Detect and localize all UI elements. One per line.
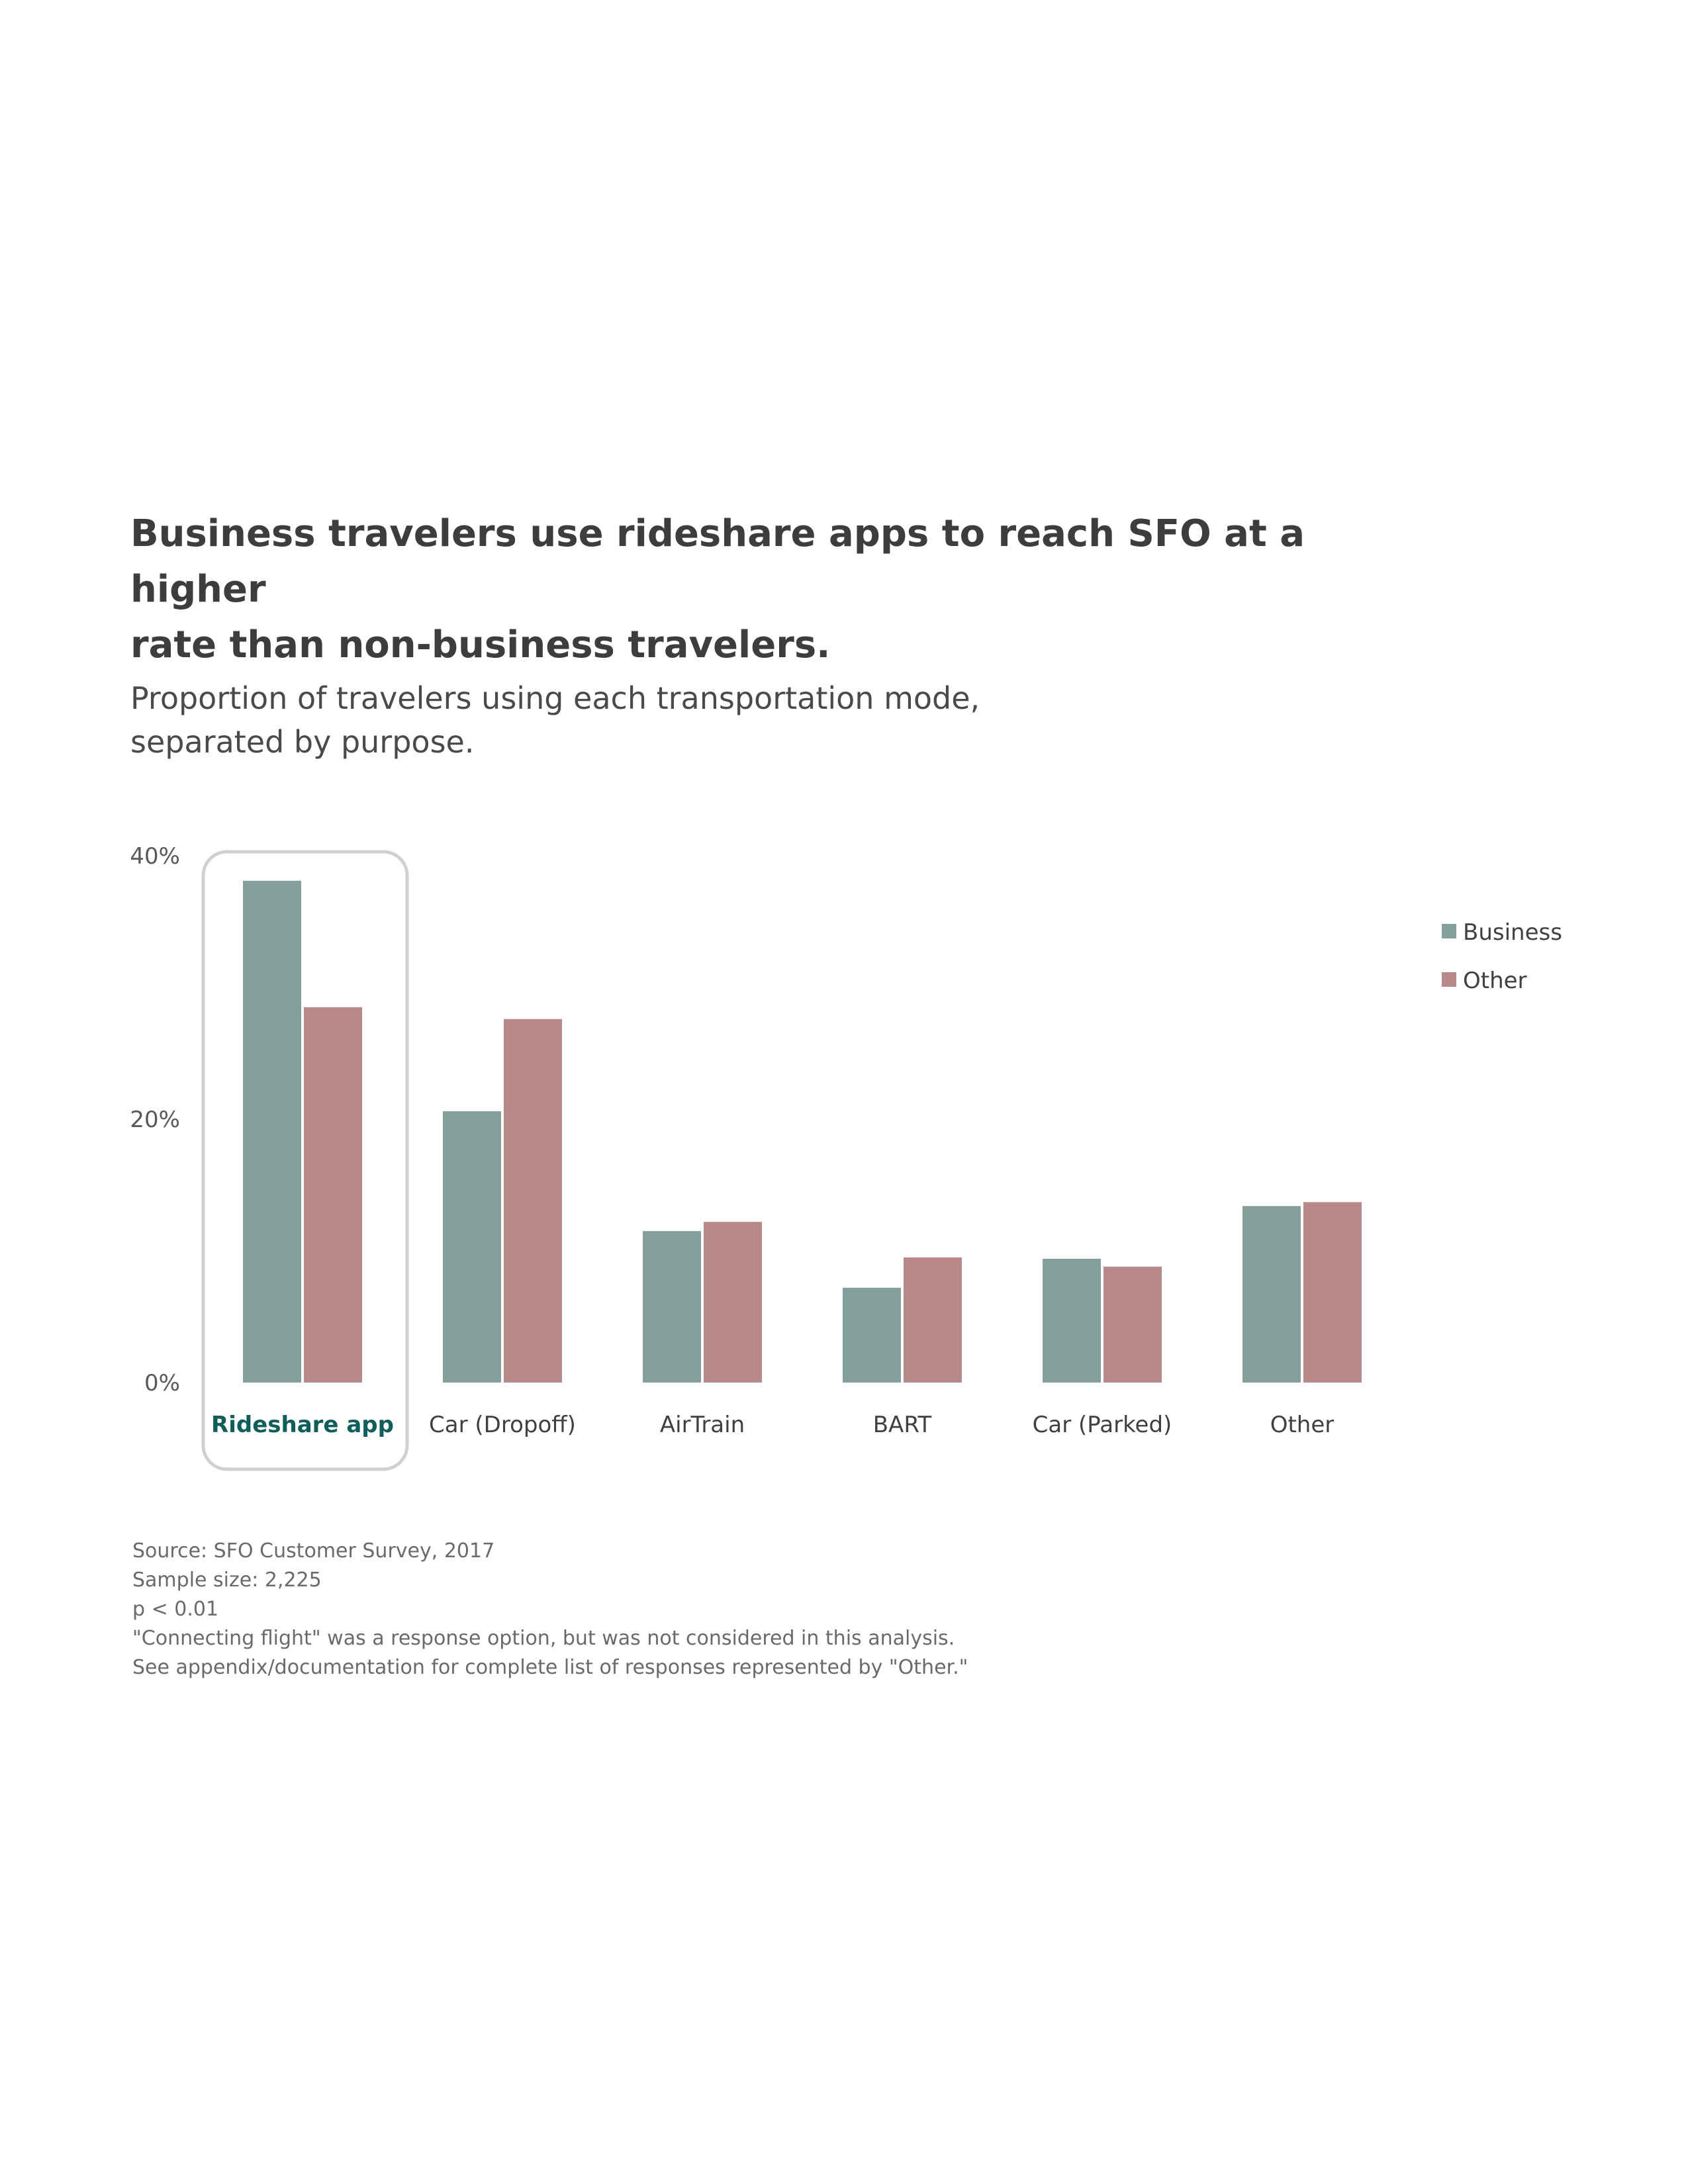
- legend-swatch: [1442, 924, 1456, 938]
- legend-label: Other: [1463, 968, 1527, 994]
- bar-other: [904, 1257, 962, 1383]
- note-sample-size: Sample size: 2,225: [132, 1569, 322, 1592]
- bar-business: [843, 1287, 901, 1383]
- chart-notes: Source: SFO Customer Survey, 2017 Sample…: [132, 1537, 1324, 1682]
- note-p-value: p < 0.01: [132, 1598, 219, 1621]
- chart-title-line-1: Business travelers use rideshare apps to…: [130, 512, 1305, 611]
- bar-other: [504, 1019, 562, 1383]
- note-appendix: See appendix/documentation for complete …: [132, 1656, 968, 1679]
- chart-subtitle-line-2: separated by purpose.: [130, 724, 475, 760]
- bar-other: [704, 1222, 762, 1383]
- y-tick-label: 0%: [144, 1370, 180, 1396]
- note-connecting-flight: "Connecting flight" was a response optio…: [132, 1627, 955, 1650]
- bar-other: [1303, 1202, 1362, 1383]
- note-source: Source: SFO Customer Survey, 2017: [132, 1539, 495, 1563]
- legend-swatch: [1442, 972, 1456, 987]
- highlight-box: [201, 850, 409, 1471]
- x-tick-label: Car (Dropoff): [429, 1412, 576, 1438]
- chart-title: Business travelers use rideshare apps to…: [130, 506, 1322, 673]
- x-tick-label: Car (Parked): [1033, 1412, 1172, 1438]
- x-tick-label: AirTrain: [660, 1412, 745, 1438]
- y-tick-label: 40%: [130, 843, 180, 870]
- bar-business: [443, 1111, 501, 1383]
- bar-business: [1043, 1258, 1101, 1383]
- y-tick-label: 20%: [130, 1107, 180, 1133]
- chart-subtitle-line-1: Proportion of travelers using each trans…: [130, 680, 980, 716]
- bar-other: [1103, 1266, 1162, 1383]
- legend-label: Business: [1463, 919, 1562, 946]
- x-tick-label: Rideshare app: [211, 1412, 394, 1438]
- x-tick-label: Other: [1270, 1412, 1335, 1438]
- x-tick-label: BART: [873, 1412, 932, 1438]
- chart-title-line-2: rate than non-business travelers.: [130, 623, 831, 666]
- bar-business: [1243, 1206, 1301, 1383]
- bar-business: [243, 880, 301, 1383]
- bar-business: [643, 1231, 701, 1383]
- bar-other: [304, 1007, 362, 1383]
- chart-subtitle: Proportion of travelers using each trans…: [130, 676, 1123, 764]
